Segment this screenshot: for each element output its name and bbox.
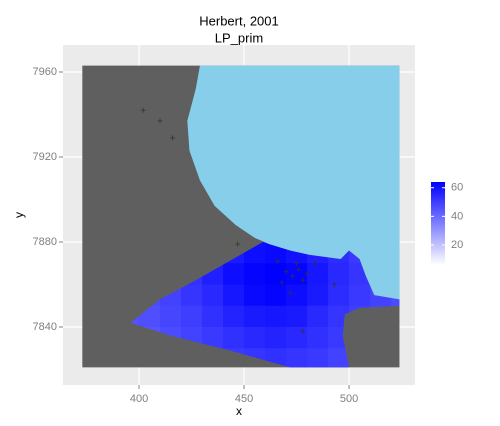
sea-area — [187, 65, 400, 300]
colorbar — [431, 182, 445, 265]
colorbar-label: 60 — [451, 182, 463, 194]
raster-cell — [181, 284, 203, 307]
raster-cell — [244, 263, 266, 286]
raster-cell — [307, 305, 329, 328]
y-tick-label: 7880 — [33, 236, 57, 248]
point — [283, 269, 289, 275]
point — [294, 260, 300, 266]
raster-cell — [265, 284, 287, 307]
raster-cell — [223, 326, 245, 349]
raster-cell — [223, 305, 245, 328]
chart-subtitle: LP_prim — [215, 30, 263, 45]
y-tick-label: 7840 — [33, 321, 57, 333]
raster-cell — [328, 348, 350, 368]
colorbar-label: 20 — [451, 239, 463, 251]
raster-cell — [328, 263, 350, 286]
raster-cell — [286, 263, 308, 286]
raster-cell — [244, 326, 266, 349]
raster-cell — [244, 284, 266, 307]
raster-cell — [223, 263, 245, 286]
point — [287, 290, 293, 296]
raster-cell — [265, 326, 287, 349]
x-tick-label: 500 — [340, 393, 358, 405]
raster-cell — [307, 348, 329, 368]
point — [331, 281, 337, 287]
point — [275, 258, 281, 264]
point — [140, 107, 146, 113]
y-tick-label: 7920 — [33, 151, 57, 163]
raster-cell — [307, 326, 329, 349]
y-tick-label: 7960 — [33, 66, 57, 78]
raster-cell — [265, 263, 287, 286]
point — [170, 135, 176, 141]
point — [296, 267, 302, 273]
point — [157, 118, 163, 124]
x-tick-label: 400 — [130, 393, 148, 405]
raster-cell — [202, 305, 224, 328]
x-axis-label: x — [236, 404, 242, 418]
raster-cell — [160, 305, 182, 328]
point — [304, 271, 310, 277]
point — [235, 241, 241, 247]
raster-cell — [202, 284, 224, 307]
raster-cell — [286, 326, 308, 349]
raster-cell — [307, 263, 329, 286]
raster-cell — [286, 305, 308, 328]
raster-cell — [349, 284, 371, 307]
point — [279, 279, 285, 285]
y-axis-label: y — [12, 212, 26, 218]
colorbar-label: 40 — [451, 210, 463, 222]
raster-cell — [202, 326, 224, 349]
raster-cell — [328, 284, 350, 307]
raster-cell — [286, 284, 308, 307]
raster-cell — [223, 284, 245, 307]
x-tick-label: 450 — [235, 393, 253, 405]
raster-cell — [307, 284, 329, 307]
point — [312, 260, 318, 266]
point — [300, 277, 306, 283]
chart-title: Herbert, 2001 — [199, 13, 279, 28]
raster-cell — [244, 305, 266, 328]
point — [300, 328, 306, 334]
raster-cell — [181, 305, 203, 328]
point — [289, 273, 295, 279]
raster-cell — [265, 305, 287, 328]
raster-cell — [286, 348, 308, 368]
